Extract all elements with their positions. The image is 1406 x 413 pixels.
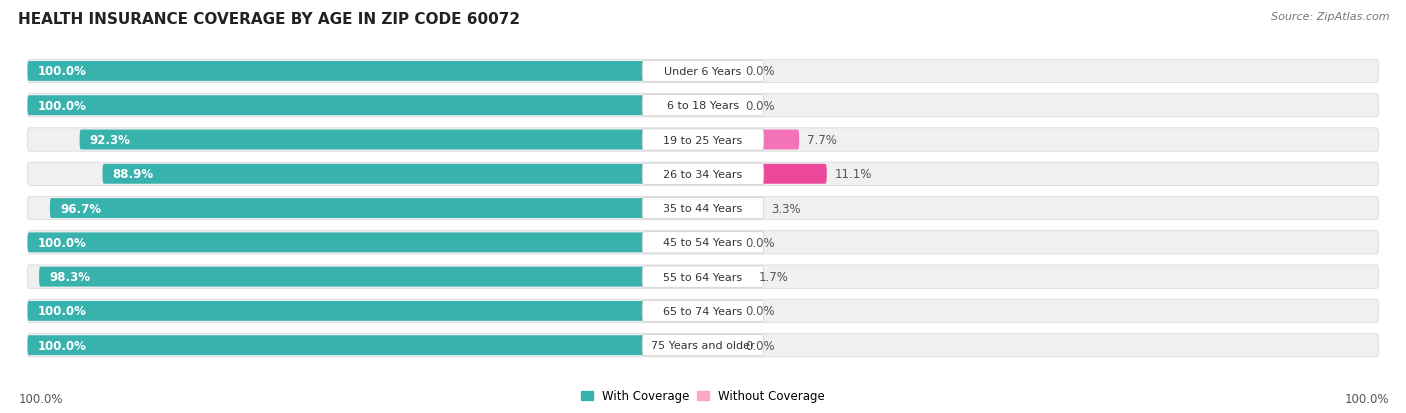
FancyBboxPatch shape — [703, 130, 799, 150]
Text: 55 to 64 Years: 55 to 64 Years — [664, 272, 742, 282]
Text: 45 to 54 Years: 45 to 54 Years — [664, 238, 742, 248]
Text: 1.7%: 1.7% — [759, 271, 789, 283]
FancyBboxPatch shape — [703, 199, 763, 218]
Text: 96.7%: 96.7% — [60, 202, 101, 215]
Text: 19 to 25 Years: 19 to 25 Years — [664, 135, 742, 145]
FancyBboxPatch shape — [103, 164, 703, 184]
Text: 3.3%: 3.3% — [772, 202, 801, 215]
Text: 98.3%: 98.3% — [49, 271, 90, 283]
Text: 75 Years and older: 75 Years and older — [651, 340, 755, 350]
FancyBboxPatch shape — [703, 267, 751, 287]
Text: 100.0%: 100.0% — [1344, 392, 1389, 405]
FancyBboxPatch shape — [643, 198, 763, 219]
FancyBboxPatch shape — [28, 62, 703, 82]
Text: 100.0%: 100.0% — [38, 236, 87, 249]
FancyBboxPatch shape — [28, 335, 703, 355]
FancyBboxPatch shape — [643, 266, 763, 287]
Text: 92.3%: 92.3% — [90, 134, 131, 147]
Text: 0.0%: 0.0% — [745, 339, 775, 352]
Text: 0.0%: 0.0% — [745, 305, 775, 318]
Text: 26 to 34 Years: 26 to 34 Years — [664, 169, 742, 179]
Text: 100.0%: 100.0% — [38, 305, 87, 318]
FancyBboxPatch shape — [28, 334, 1378, 357]
Text: 0.0%: 0.0% — [745, 100, 775, 112]
FancyBboxPatch shape — [28, 265, 1378, 289]
Text: Source: ZipAtlas.com: Source: ZipAtlas.com — [1271, 12, 1389, 22]
FancyBboxPatch shape — [703, 96, 737, 116]
FancyBboxPatch shape — [643, 61, 763, 82]
FancyBboxPatch shape — [28, 197, 1378, 220]
FancyBboxPatch shape — [28, 233, 703, 253]
FancyBboxPatch shape — [643, 130, 763, 151]
FancyBboxPatch shape — [28, 301, 703, 321]
FancyBboxPatch shape — [28, 94, 1378, 118]
Text: 100.0%: 100.0% — [18, 392, 63, 405]
Text: 6 to 18 Years: 6 to 18 Years — [666, 101, 740, 111]
FancyBboxPatch shape — [703, 164, 827, 184]
FancyBboxPatch shape — [28, 231, 1378, 254]
FancyBboxPatch shape — [28, 96, 703, 116]
FancyBboxPatch shape — [49, 199, 703, 218]
Text: 100.0%: 100.0% — [38, 339, 87, 352]
Text: 100.0%: 100.0% — [38, 65, 87, 78]
FancyBboxPatch shape — [80, 130, 703, 150]
FancyBboxPatch shape — [28, 163, 1378, 186]
FancyBboxPatch shape — [703, 233, 737, 253]
Text: 88.9%: 88.9% — [112, 168, 153, 181]
FancyBboxPatch shape — [28, 60, 1378, 83]
FancyBboxPatch shape — [703, 62, 737, 82]
Text: 7.7%: 7.7% — [807, 134, 837, 147]
FancyBboxPatch shape — [28, 128, 1378, 152]
FancyBboxPatch shape — [643, 335, 763, 356]
FancyBboxPatch shape — [643, 301, 763, 322]
FancyBboxPatch shape — [643, 232, 763, 253]
FancyBboxPatch shape — [643, 164, 763, 185]
Text: 0.0%: 0.0% — [745, 65, 775, 78]
FancyBboxPatch shape — [703, 301, 737, 321]
Text: 100.0%: 100.0% — [38, 100, 87, 112]
FancyBboxPatch shape — [39, 267, 703, 287]
Text: 65 to 74 Years: 65 to 74 Years — [664, 306, 742, 316]
FancyBboxPatch shape — [643, 95, 763, 116]
Text: HEALTH INSURANCE COVERAGE BY AGE IN ZIP CODE 60072: HEALTH INSURANCE COVERAGE BY AGE IN ZIP … — [18, 12, 520, 27]
Text: 0.0%: 0.0% — [745, 236, 775, 249]
FancyBboxPatch shape — [703, 335, 737, 355]
Legend: With Coverage, Without Coverage: With Coverage, Without Coverage — [576, 385, 830, 407]
Text: 11.1%: 11.1% — [835, 168, 872, 181]
Text: 35 to 44 Years: 35 to 44 Years — [664, 204, 742, 214]
Text: Under 6 Years: Under 6 Years — [665, 67, 741, 77]
FancyBboxPatch shape — [28, 299, 1378, 323]
